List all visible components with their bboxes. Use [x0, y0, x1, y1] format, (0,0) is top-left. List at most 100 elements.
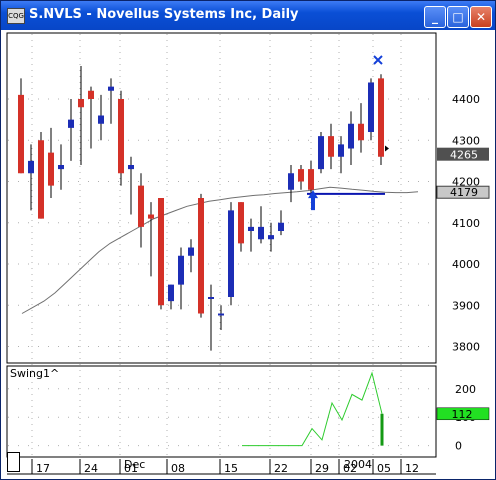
candle-body: [168, 284, 174, 302]
date-tick-label: 02: [343, 462, 357, 475]
candle: [138, 173, 144, 248]
candle-body: [278, 222, 284, 231]
candle-body: [308, 169, 314, 190]
candle-body: [288, 173, 294, 190]
date-tick-label: 17: [36, 462, 50, 475]
last-bar-pointer-icon: [385, 145, 389, 152]
price-tick-label: 4000: [452, 258, 480, 271]
candle: [298, 165, 304, 190]
candle: [308, 160, 314, 194]
date-tick-label: 22: [274, 462, 288, 475]
candle: [318, 132, 324, 174]
ma-value-box: [436, 185, 490, 199]
candle: [128, 156, 134, 215]
candle-body: [148, 214, 154, 219]
time-scroll-handle[interactable]: [7, 452, 20, 472]
candle: [328, 123, 334, 170]
candle-body: [128, 165, 134, 170]
candle: [168, 284, 174, 310]
maximize-button[interactable]: □: [447, 6, 469, 28]
candle-body: [228, 210, 234, 297]
candle: [228, 202, 234, 306]
candle: [258, 206, 264, 244]
candle: [248, 218, 254, 252]
candle: [58, 144, 64, 190]
indicator-tick-label: 0: [455, 440, 462, 453]
candle: [238, 202, 244, 252]
date-tick-label: 15: [224, 462, 238, 475]
candle-body: [118, 99, 124, 174]
candle-body: [298, 169, 304, 182]
ma-value-label: 4179: [450, 186, 478, 199]
moving-average-line: [21, 186, 419, 314]
title-bar[interactable]: CQG S.NVLS - Novellus Systems Inc, Daily…: [1, 1, 495, 30]
candle-body: [198, 198, 204, 314]
exit-x-marker-icon: [373, 55, 383, 65]
candle: [338, 136, 344, 174]
date-tick-label: 08: [171, 462, 185, 475]
candle: [208, 284, 214, 351]
candle: [188, 239, 194, 273]
candle-body: [108, 86, 114, 91]
candle-body: [68, 119, 74, 128]
candle-body: [378, 78, 384, 157]
candle: [278, 210, 284, 236]
price-tick-label: 4300: [452, 134, 480, 147]
candle: [38, 132, 44, 219]
price-tick-label: 4200: [452, 176, 480, 189]
minimize-button[interactable]: _: [424, 6, 446, 28]
candle-body: [28, 160, 34, 174]
candle-body: [318, 136, 324, 170]
candle: [368, 78, 374, 141]
candle-body: [78, 99, 84, 108]
candle-body: [208, 297, 214, 299]
candle: [68, 99, 74, 161]
price-tick-label: 4400: [452, 93, 480, 106]
date-tick-label: 01: [124, 462, 138, 475]
candle-body: [338, 144, 344, 157]
candle: [378, 74, 384, 165]
price-tick-label: 3900: [452, 299, 480, 312]
candle-body: [358, 123, 364, 141]
candle-body: [48, 152, 54, 186]
candle-body: [38, 140, 44, 219]
candle-body: [98, 115, 104, 124]
indicator-tick-label: 200: [455, 383, 476, 396]
indicator-value-label: 112: [452, 408, 473, 421]
candle: [358, 103, 364, 153]
candle: [158, 198, 164, 310]
candle: [48, 127, 54, 198]
candle-body: [188, 247, 194, 256]
candle: [108, 78, 114, 124]
candle-body: [58, 165, 64, 170]
candle: [268, 222, 274, 252]
date-tick-label: 24: [84, 462, 98, 475]
candle: [98, 94, 104, 141]
price-tick-label: 4100: [452, 217, 480, 230]
period-label-year: 2004: [344, 458, 372, 471]
candle-body: [158, 198, 164, 306]
candle: [348, 111, 354, 165]
date-tick-label: 12: [405, 462, 419, 475]
candle-body: [258, 226, 264, 240]
indicator-panel: [6, 365, 437, 458]
chart-app-icon: CQG: [7, 8, 25, 24]
window-title: S.NVLS - Novellus Systems Inc, Daily: [29, 7, 299, 22]
candle: [28, 144, 34, 211]
candle-body: [178, 255, 184, 285]
candle-body: [88, 90, 94, 99]
candle-body: [268, 235, 274, 240]
candle-body: [368, 82, 374, 132]
date-tick-label: 05: [377, 462, 391, 475]
candle-body: [18, 94, 24, 174]
close-button[interactable]: ✕: [470, 6, 492, 28]
candle-body: [248, 226, 254, 231]
last-price-box: [437, 147, 489, 161]
candle: [178, 247, 184, 310]
candle: [218, 305, 224, 330]
swing-indicator-line: [242, 371, 383, 447]
indicator-value-box: [436, 407, 490, 421]
candle: [18, 78, 24, 174]
candle-body: [138, 185, 144, 227]
last-price-label: 4265: [450, 149, 478, 162]
